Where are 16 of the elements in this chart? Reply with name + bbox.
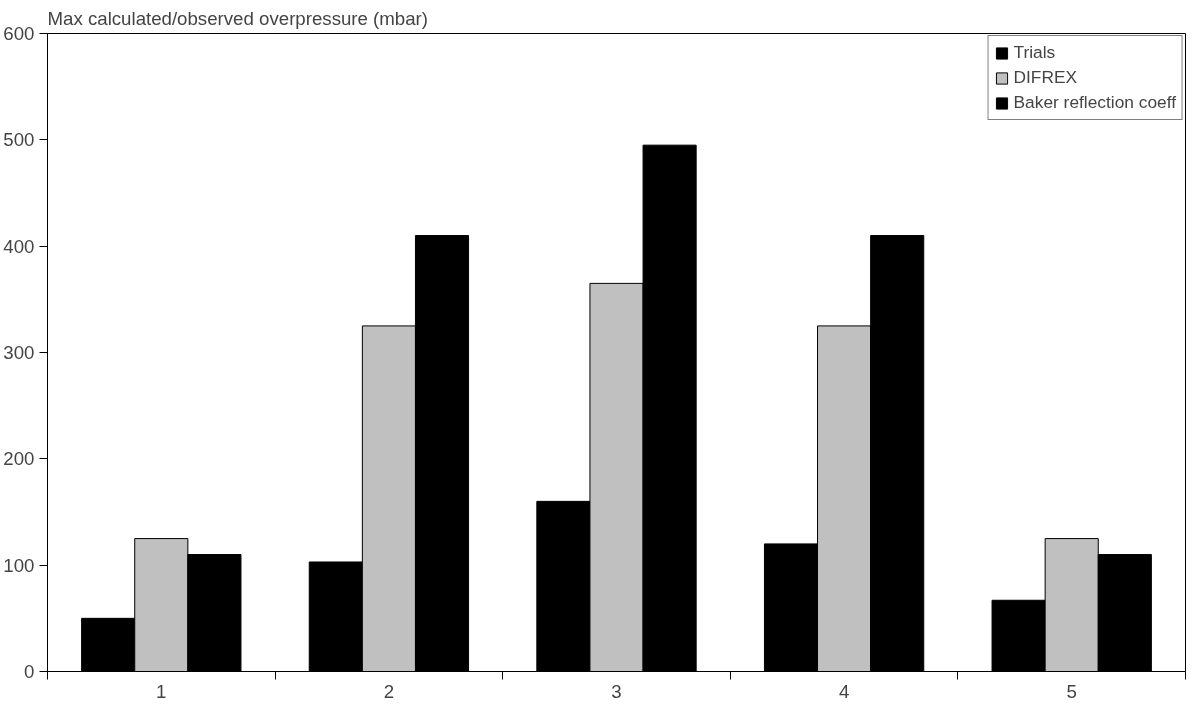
x-tick-label: 1 [156,680,167,702]
y-tick-label: 0 [24,661,35,682]
legend-label: Baker reflection coeff [1013,92,1176,113]
legend-label: DIFREX [1013,67,1078,88]
legend-label: Trials [1013,42,1056,63]
y-tick-label: 100 [3,554,35,576]
y-tick-label: 300 [3,342,35,363]
y-tick-label: 400 [3,235,35,257]
y-axis-title: Max calculated/observed overpressure (mbar) [47,7,429,29]
x-tick-label: 2 [383,680,395,702]
x-tick-label: 4 [838,680,850,702]
x-tick-label: 3 [611,680,622,702]
y-tick-label: 500 [3,129,35,151]
x-tick-label: 5 [1066,680,1077,702]
y-tick-label: 600 [3,23,35,44]
y-tick-label: 200 [3,448,35,470]
